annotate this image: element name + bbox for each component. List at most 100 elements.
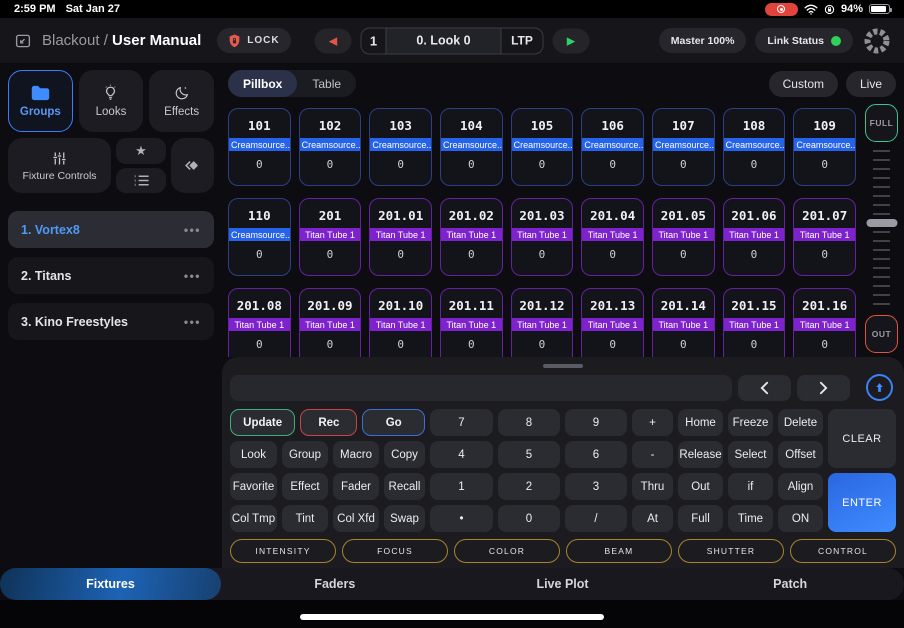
fixture-cell[interactable]: 110 Creamsource... 0 — [228, 198, 291, 276]
keypad-key[interactable]: Full — [678, 505, 723, 532]
panel-drag-handle[interactable] — [543, 364, 583, 368]
live-button[interactable]: Live — [845, 70, 896, 97]
out-button[interactable]: OUT — [865, 315, 898, 353]
nav-tab-patch[interactable]: Patch — [773, 577, 808, 591]
keypad-key[interactable]: ENTER — [828, 473, 896, 532]
keypad-softkey[interactable]: Update — [230, 409, 296, 436]
keypad-key[interactable]: 9 — [565, 409, 627, 436]
keypad-key[interactable]: CLEAR — [828, 409, 896, 468]
fixture-cell[interactable]: 201.05 Titan Tube 1 0 — [652, 198, 715, 276]
fixture-cell[interactable]: 201 Titan Tube 1 0 — [298, 198, 362, 276]
keypad-key[interactable]: Macro — [333, 441, 379, 468]
keypad-key[interactable]: 1 — [430, 473, 493, 500]
link-status-button[interactable]: Link Status — [755, 28, 853, 53]
group-list-item[interactable]: 3. Kino Freestyles ••• — [8, 303, 214, 340]
command-input[interactable] — [230, 374, 732, 401]
screen-recording-indicator[interactable] — [764, 2, 798, 16]
keypad-key[interactable]: Delete — [778, 409, 823, 436]
keypad-key[interactable]: Home — [678, 409, 723, 436]
cue-display[interactable]: 1 0. Look 0 LTP — [360, 27, 544, 54]
favorites-button[interactable]: ★ — [116, 138, 166, 164]
fixture-cell[interactable]: 201.03 Titan Tube 1 0 — [510, 198, 574, 276]
fixture-cell[interactable]: 201.14 Titan Tube 1 0 — [652, 288, 715, 357]
keypad-key[interactable]: 4 — [430, 441, 493, 468]
fixture-cell[interactable]: 105 Creamsource... 0 — [510, 108, 574, 186]
go-play-button[interactable]: ▶ — [552, 28, 590, 53]
sidebar-tab-looks[interactable]: Looks — [78, 70, 144, 132]
nav-tab-faders[interactable]: Faders — [314, 577, 356, 591]
group-list-item[interactable]: 2. Titans ••• — [8, 257, 214, 294]
fixture-cell[interactable]: 103 Creamsource... 0 — [369, 108, 432, 186]
keypad-key[interactable]: Offset — [778, 441, 823, 468]
fixture-cell[interactable]: 201.12 Titan Tube 1 0 — [510, 288, 574, 357]
presets-button[interactable] — [171, 138, 214, 193]
fixture-cell[interactable]: 201.04 Titan Tube 1 0 — [581, 198, 644, 276]
home-indicator[interactable] — [300, 614, 604, 620]
fixture-cell[interactable]: 201.07 Titan Tube 1 0 — [793, 198, 856, 276]
keypad-key[interactable]: Col Tmp — [230, 505, 277, 532]
keypad-key[interactable]: Favorite — [230, 473, 277, 500]
fixture-cell[interactable]: 201.09 Titan Tube 1 0 — [298, 288, 362, 357]
keypad-key[interactable]: / — [565, 505, 627, 532]
fixture-controls-button[interactable]: Fixture Controls — [8, 138, 111, 193]
nav-tab-fixtures[interactable]: Fixtures — [0, 568, 221, 600]
master-button[interactable]: Master 100% — [658, 28, 747, 53]
keypad-key[interactable]: Col Xfd — [333, 505, 379, 532]
keypad-key[interactable]: 0 — [498, 505, 560, 532]
fixture-cell[interactable]: 201.02 Titan Tube 1 0 — [440, 198, 503, 276]
fixture-cell[interactable]: 104 Creamsource... 0 — [440, 108, 503, 186]
fixture-cell[interactable]: 201.15 Titan Tube 1 0 — [722, 288, 786, 357]
color-wheel-button[interactable] — [862, 26, 892, 56]
keypad-softkey[interactable]: Go — [362, 409, 425, 436]
keypad-key[interactable]: 2 — [498, 473, 560, 500]
keypad-key[interactable]: Group — [282, 441, 328, 468]
lock-button[interactable]: LOCK — [217, 28, 291, 53]
keypad-key[interactable]: Freeze — [728, 409, 773, 436]
keypad-key[interactable]: Recall — [384, 473, 425, 500]
keypad-key[interactable]: Fader — [333, 473, 379, 500]
keypad-key[interactable]: Look — [230, 441, 277, 468]
fixture-cell[interactable]: 106 Creamsource... 0 — [581, 108, 644, 186]
parameter-button[interactable]: CONTROL — [790, 539, 896, 563]
more-options-icon[interactable]: ••• — [183, 268, 201, 283]
toggle-sidebar-button[interactable] — [12, 30, 34, 52]
sidebar-tab-groups[interactable]: Groups — [8, 70, 73, 132]
keypad-key[interactable]: Out — [678, 473, 723, 500]
keypad-key[interactable]: Copy — [384, 441, 425, 468]
fixture-cell[interactable]: 201.06 Titan Tube 1 0 — [722, 198, 786, 276]
keypad-key[interactable]: 3 — [565, 473, 627, 500]
collapse-keypad-button[interactable] — [866, 374, 893, 401]
fixture-cell[interactable]: 201.08 Titan Tube 1 0 — [228, 288, 291, 357]
keypad-softkey[interactable]: Rec — [300, 409, 358, 436]
keypad-key[interactable]: Release — [678, 441, 723, 468]
history-prev-button[interactable] — [738, 374, 791, 401]
fixture-cell[interactable]: 101 Creamsource... 0 — [228, 108, 291, 186]
keypad-key[interactable]: - — [632, 441, 673, 468]
keypad-key[interactable]: • — [430, 505, 493, 532]
keypad-key[interactable]: Align — [778, 473, 823, 500]
more-options-icon[interactable]: ••• — [183, 314, 201, 329]
fixture-cell[interactable]: 201.11 Titan Tube 1 0 — [440, 288, 503, 357]
list-view-button[interactable] — [116, 167, 166, 193]
fixture-cell[interactable]: 201.10 Titan Tube 1 0 — [369, 288, 432, 357]
fixture-cell[interactable]: 201.16 Titan Tube 1 0 — [793, 288, 856, 357]
parameter-button[interactable]: INTENSITY — [230, 539, 336, 563]
sidebar-tab-effects[interactable]: Effects — [149, 70, 214, 132]
parameter-button[interactable]: BEAM — [566, 539, 672, 563]
keypad-key[interactable]: Swap — [384, 505, 425, 532]
parameter-button[interactable]: FOCUS — [342, 539, 448, 563]
fixture-cell[interactable]: 109 Creamsource... 0 — [793, 108, 856, 186]
tab-table[interactable]: Table — [312, 76, 342, 91]
more-options-icon[interactable]: ••• — [183, 222, 201, 237]
go-back-button[interactable]: ◀ — [314, 28, 352, 53]
keypad-key[interactable]: ON — [778, 505, 823, 532]
parameter-button[interactable]: COLOR — [454, 539, 560, 563]
history-next-button[interactable] — [797, 374, 850, 401]
keypad-key[interactable]: if — [728, 473, 773, 500]
keypad-key[interactable]: 6 — [565, 441, 627, 468]
keypad-key[interactable]: 7 — [430, 409, 493, 436]
keypad-key[interactable]: 8 — [498, 409, 560, 436]
keypad-key[interactable]: Select — [728, 441, 773, 468]
level-slider[interactable] — [866, 150, 897, 307]
custom-button[interactable]: Custom — [768, 70, 838, 97]
